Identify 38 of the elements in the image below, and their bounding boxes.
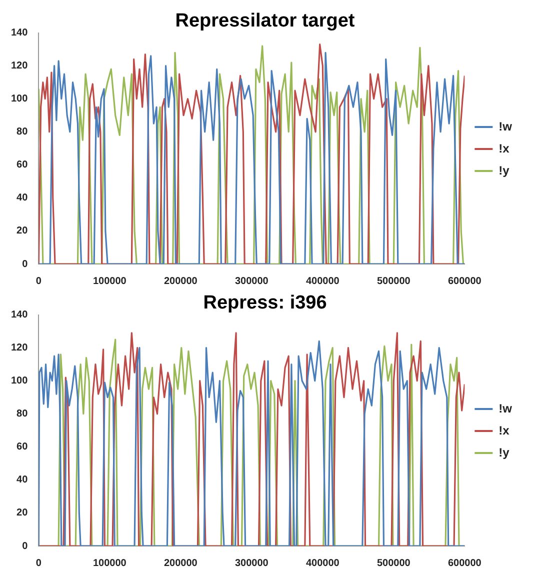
legend-label: !x bbox=[498, 423, 510, 438]
x-tick-label: 600000 bbox=[448, 276, 482, 287]
legend-label: !x bbox=[498, 141, 510, 156]
x-tick-label: 200000 bbox=[164, 276, 198, 287]
y-tick-label: 60 bbox=[16, 442, 28, 453]
chart-title: Repress: i396 bbox=[203, 292, 327, 314]
legend-label: !y bbox=[498, 445, 510, 460]
x-tick-label: 300000 bbox=[234, 558, 269, 569]
y-tick-label: 40 bbox=[16, 192, 28, 204]
legend-label: !y bbox=[498, 163, 510, 178]
x-tick-label: 100000 bbox=[92, 558, 127, 569]
x-tick-label: 100000 bbox=[92, 276, 127, 287]
legend-label: !w bbox=[498, 401, 513, 416]
x-tick-label: 300000 bbox=[234, 276, 269, 287]
x-tick-label: 400000 bbox=[306, 558, 340, 569]
chart-title: Repressilator target bbox=[175, 10, 356, 32]
y-tick-label: 100 bbox=[10, 94, 28, 105]
y-tick-label: 120 bbox=[10, 342, 28, 354]
y-tick-label: 80 bbox=[16, 408, 28, 420]
y-tick-label: 0 bbox=[22, 540, 28, 552]
y-tick-label: 140 bbox=[10, 310, 28, 321]
y-tick-label: 20 bbox=[16, 226, 28, 237]
x-tick-label: 600000 bbox=[448, 558, 482, 569]
x-tick-label: 200000 bbox=[164, 558, 198, 569]
y-tick-label: 0 bbox=[22, 258, 28, 270]
x-tick-label: 400000 bbox=[306, 276, 340, 287]
x-tick-label: 500000 bbox=[376, 276, 411, 287]
legend-label: !w bbox=[498, 119, 513, 134]
y-tick-label: 60 bbox=[16, 160, 28, 171]
x-tick-label: 500000 bbox=[376, 558, 411, 569]
y-tick-label: 120 bbox=[10, 60, 28, 72]
y-tick-label: 20 bbox=[16, 508, 28, 519]
x-tick-label: 0 bbox=[36, 558, 42, 569]
x-tick-label: 0 bbox=[36, 276, 42, 287]
y-tick-label: 80 bbox=[16, 126, 28, 138]
y-tick-label: 40 bbox=[16, 474, 28, 486]
y-tick-label: 140 bbox=[10, 28, 28, 39]
y-tick-label: 100 bbox=[10, 376, 28, 387]
